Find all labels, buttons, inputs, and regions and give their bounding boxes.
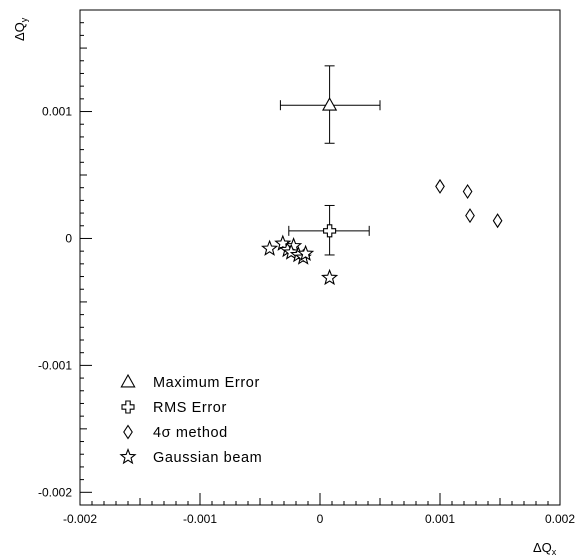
y-axis-title: ΔQy <box>12 17 29 41</box>
plot-frame <box>79 9 561 506</box>
diamond-point <box>462 183 473 200</box>
star-point <box>297 244 315 262</box>
cross-point <box>323 224 337 238</box>
triangle-point <box>322 97 338 111</box>
star-point <box>282 243 300 260</box>
x-tick-label: 0 <box>317 512 324 526</box>
diamond-point <box>492 213 503 229</box>
legend-diamond-marker <box>123 424 133 440</box>
x-axis-title: ΔQx <box>533 540 557 557</box>
legend-label: Maximum Error <box>153 375 260 391</box>
star-point <box>285 237 303 254</box>
legend-label: RMS Error <box>153 400 227 416</box>
y-tick-label: -0.001 <box>38 358 72 372</box>
x-tick-label: 0.001 <box>425 512 455 526</box>
y-tick-label: -0.002 <box>38 485 72 499</box>
x-tick-label: -0.002 <box>63 512 97 526</box>
x-tick-label: -0.001 <box>183 512 217 526</box>
star-point <box>261 239 279 256</box>
y-tick-label: 0.001 <box>42 105 72 119</box>
legend-star-marker <box>119 447 137 465</box>
diamond-point <box>435 178 445 194</box>
y-tick-label: 0 <box>65 231 72 245</box>
star-point <box>274 234 292 251</box>
star-point <box>321 268 339 286</box>
legend-label: 4σ method <box>153 425 228 441</box>
x-tick-label: 0.002 <box>545 512 575 526</box>
legend-triangle-marker <box>120 373 136 388</box>
diamond-point <box>465 208 475 224</box>
legend-label: Gaussian beam <box>153 450 262 466</box>
legend-cross-marker <box>121 400 135 414</box>
